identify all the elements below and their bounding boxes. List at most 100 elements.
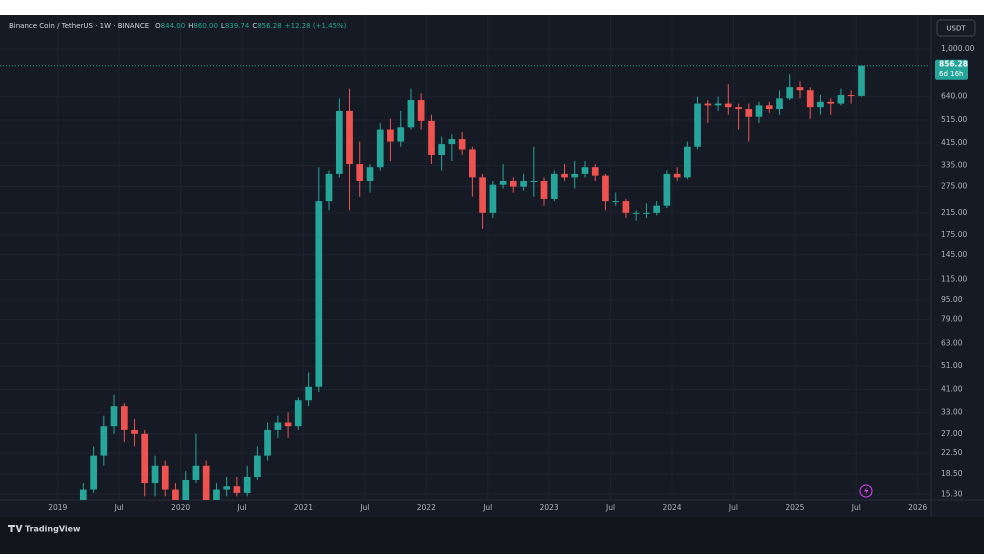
y-tick-label: 145.00 [941, 250, 967, 259]
candle-body [305, 386, 312, 401]
candle-body [264, 429, 271, 456]
brand-logo [8, 525, 23, 532]
chart-title: Binance Coin / TetherUS · 1W · BINANCE [9, 22, 149, 30]
candle-body [724, 103, 732, 108]
candle-body [448, 139, 456, 145]
ohlc-value: 860.00 [193, 22, 218, 30]
candle-body [428, 120, 435, 156]
x-tick-label: 2026 [908, 503, 927, 512]
y-tick-label: 515.00 [941, 115, 967, 124]
candle-body [847, 95, 855, 97]
candle-body [632, 212, 640, 214]
ohlc-value: 839.74 [225, 22, 250, 30]
candle-body [335, 110, 343, 174]
brand-name: TradingView [25, 525, 81, 534]
y-tick-label: 215.00 [941, 208, 967, 217]
ohlc-key: H [188, 22, 193, 30]
x-tick-label: Jul [114, 503, 124, 512]
candle-body [438, 144, 446, 156]
x-tick-label: Jul [482, 503, 492, 512]
candle-body [315, 201, 323, 387]
x-tick-label: Jul [728, 503, 738, 512]
y-tick-label: 41.00 [941, 384, 963, 393]
y-tick-label: 27.00 [941, 429, 963, 438]
candle-body [858, 65, 865, 96]
candle-body [294, 400, 302, 427]
candle-body [663, 173, 671, 206]
candle-body [151, 465, 159, 484]
candle-body [612, 201, 620, 203]
x-tick-label: 2025 [785, 503, 804, 512]
candle-body [540, 180, 548, 199]
y-tick-label: 33.00 [941, 407, 963, 416]
y-tick-label: 640.00 [941, 92, 967, 101]
candle-body [213, 489, 220, 500]
candle-body [796, 87, 804, 91]
candle-body [192, 465, 200, 480]
candle-body [489, 184, 497, 213]
candle-body [735, 107, 742, 110]
x-tick-label: 2022 [417, 503, 436, 512]
y-tick-label: 335.00 [941, 161, 967, 170]
candle-body [90, 455, 97, 490]
last-price-label: 856.28 [939, 60, 968, 69]
x-tick-label: 2019 [48, 503, 67, 512]
ohlc-key: L [221, 22, 225, 30]
candle-body [182, 479, 190, 500]
candle-body [653, 205, 661, 213]
y-tick-label: 175.00 [941, 230, 967, 239]
candle-body [530, 180, 538, 182]
candle-body [561, 173, 568, 178]
candle-body [479, 177, 486, 213]
last-price-box [935, 59, 968, 80]
candle-body [714, 103, 722, 106]
candle-body [469, 149, 476, 178]
candle-body [622, 201, 630, 213]
candle-body [837, 95, 845, 104]
x-tick-label: 2021 [294, 503, 313, 512]
candle-body [387, 129, 394, 142]
y-tick-label: 115.00 [941, 274, 967, 283]
x-tick-label: 2024 [662, 503, 681, 512]
candle-body [407, 100, 415, 128]
candle-body [356, 164, 364, 181]
candle-body [827, 101, 835, 104]
candle-body [274, 422, 282, 430]
candle-body [100, 426, 108, 456]
candle-body [602, 175, 609, 202]
y-tick-label: 51.00 [941, 361, 963, 370]
candle-body [110, 406, 118, 427]
ohlc-key: O [155, 22, 161, 30]
ohlc-value: 844.00 [161, 22, 186, 30]
candle-body [694, 103, 701, 147]
currency-button[interactable] [936, 19, 976, 37]
y-tick-label: 63.00 [941, 339, 963, 348]
y-tick-label: 79.00 [941, 314, 963, 323]
candle-body [172, 489, 179, 500]
ohlc-value: 856.28 [257, 22, 282, 30]
candle-body [806, 90, 814, 108]
candle-body [120, 406, 128, 430]
candle-body [417, 100, 425, 121]
candle-body [591, 167, 599, 176]
candle-body [745, 109, 753, 117]
candle-body [643, 212, 650, 214]
footer-background [0, 517, 984, 554]
top-strip [0, 0, 984, 15]
candles [0, 65, 930, 500]
y-tick-label: 415.00 [941, 138, 967, 147]
candle-body [243, 476, 251, 493]
candle-body [550, 173, 558, 199]
ohlc-change: +12.28 (+1.45%) [285, 22, 347, 30]
candle-body [141, 433, 149, 484]
alert-icon[interactable] [859, 484, 873, 498]
header: Binance Coin / TetherUS · 1W · BINANCE O… [9, 22, 347, 30]
candle-body [161, 465, 169, 490]
candle-body [765, 105, 773, 110]
y-tick-label: 18.50 [941, 469, 963, 478]
y-tick-label: 275.00 [941, 182, 967, 191]
candle-body [571, 173, 579, 178]
candle-body [684, 146, 691, 178]
